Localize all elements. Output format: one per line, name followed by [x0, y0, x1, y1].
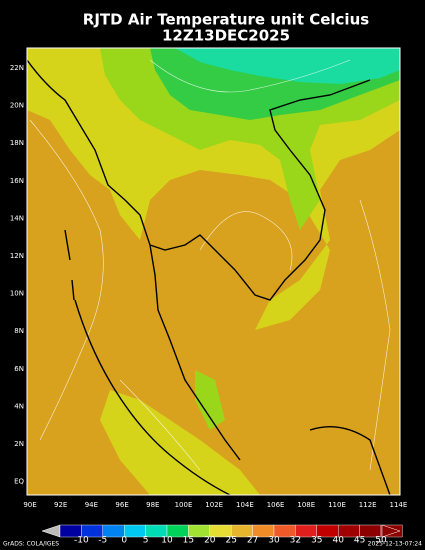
footer-credit: GrADS: COLA/IGES — [3, 541, 59, 548]
lon-label: 110E — [328, 501, 346, 509]
map-title: RJTD Air Temperature unit Celcius — [83, 11, 369, 29]
lon-label: 90E — [23, 501, 36, 509]
lat-label: EQ — [14, 478, 24, 486]
colorbar-labels: -10 -5 0 5 10 15 20 25 27 30 32 35 40 45 50 — [74, 536, 387, 546]
colorbar-label: 10 — [161, 536, 173, 546]
colorbar-label: 40 — [332, 536, 344, 546]
lat-label: 22N — [10, 64, 24, 72]
lon-label: 106E — [267, 501, 285, 509]
colorbar-label: 27 — [247, 536, 258, 546]
lat-label: 6N — [14, 365, 24, 373]
lat-label: 10N — [10, 290, 24, 298]
lon-label: 94E — [85, 501, 98, 509]
lat-label: 12N — [10, 252, 24, 260]
colorbar-label: 20 — [204, 536, 216, 546]
lon-label: 92E — [54, 501, 67, 509]
colorbar-label: 30 — [268, 536, 280, 546]
latitude-labels: 22N 20N 18N 16N 14N 12N 10N 8N 6N 4N 2N EQ — [10, 64, 25, 486]
lat-label: 8N — [14, 327, 24, 335]
colorbar-label: -5 — [98, 536, 107, 546]
lon-label: 98E — [146, 501, 159, 509]
colorbar-label: 25 — [225, 536, 236, 546]
lat-label: 20N — [10, 102, 24, 110]
colorbar-label: 35 — [311, 536, 322, 546]
lat-label: 16N — [10, 177, 24, 185]
longitude-labels: 90E 92E 94E 96E 98E 100E 102E 104E 106E 108E 110E 1… — [23, 501, 407, 509]
lon-label: 100E — [175, 501, 193, 509]
lon-label: 114E — [390, 501, 408, 509]
colorbar — [41, 524, 403, 538]
colorbar-label: 32 — [290, 536, 301, 546]
colorbar-label: 0 — [121, 536, 127, 546]
colorbar-label: 15 — [183, 536, 194, 546]
map-field — [26, 47, 401, 496]
footer-timestamp: 2025-12-13-07:24 — [368, 541, 423, 548]
lon-label: 104E — [236, 501, 254, 509]
lon-label: 108E — [297, 501, 315, 509]
lat-label: 4N — [14, 402, 24, 410]
map-subtitle: 12Z13DEC2025 — [162, 27, 290, 45]
colorbar-label: 5 — [143, 536, 149, 546]
colorbar-label: -10 — [74, 536, 89, 546]
lat-label: 18N — [10, 139, 24, 147]
lon-label: 102E — [205, 501, 223, 509]
lon-label: 112E — [359, 501, 377, 509]
colorbar-label: 50 — [375, 536, 387, 546]
lon-label: 96E — [115, 501, 128, 509]
lat-label: 2N — [14, 440, 24, 448]
colorbar-label: 45 — [354, 536, 365, 546]
lat-label: 14N — [10, 214, 24, 222]
